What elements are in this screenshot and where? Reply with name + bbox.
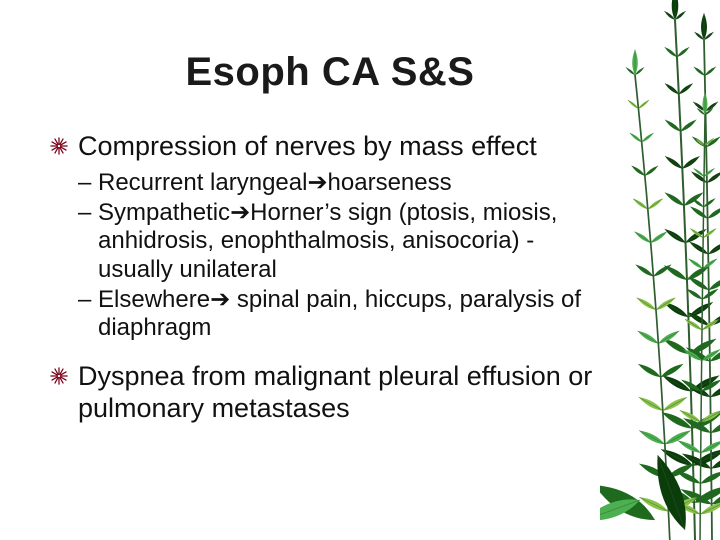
sub-pre: Sympathetic: [98, 199, 230, 226]
arrow-icon: ➔: [210, 286, 230, 313]
sub-post: hoarseness: [328, 169, 452, 196]
bullet-item: Dyspnea from malignant pleural effusion …: [50, 361, 610, 425]
slide: Esoph CA S&S Compression of nerves by ma…: [0, 0, 720, 540]
bullet-text: Compression of nerves by mass effect: [78, 131, 537, 161]
sub-pre: Elsewhere: [98, 286, 210, 313]
arrow-icon: ➔: [307, 169, 327, 196]
bullet-item: Compression of nerves by mass effect Rec…: [50, 131, 610, 343]
sub-item: Sympathetic➔Horner’s sign (ptosis, miosi…: [78, 199, 610, 284]
arrow-icon: ➔: [230, 199, 250, 226]
burst-icon: [50, 367, 68, 385]
sub-list: Recurrent laryngeal➔hoarseness Sympathet…: [78, 169, 610, 343]
foliage-decoration: [600, 0, 720, 540]
sub-item: Elsewhere➔ spinal pain, hiccups, paralys…: [78, 286, 610, 343]
bullet-text: Dyspnea from malignant pleural effusion …: [78, 361, 592, 423]
sub-pre: Recurrent laryngeal: [98, 169, 307, 196]
sub-item: Recurrent laryngeal➔hoarseness: [78, 169, 610, 197]
page-title: Esoph CA S&S: [50, 50, 610, 95]
burst-icon: [50, 137, 68, 155]
bullet-list: Compression of nerves by mass effect Rec…: [50, 131, 610, 424]
